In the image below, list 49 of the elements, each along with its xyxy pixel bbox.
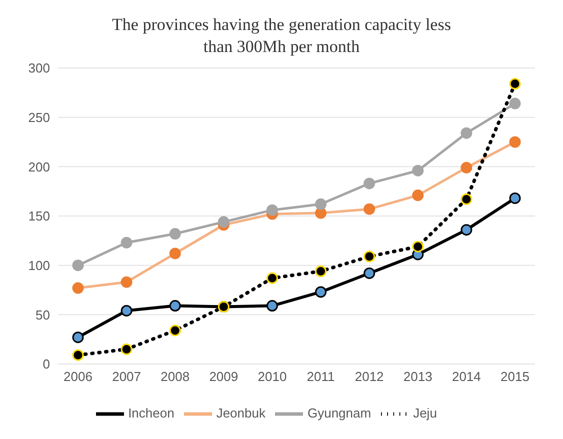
y-tick-label: 0: [42, 356, 50, 372]
legend-label: Jeonbuk: [216, 405, 266, 420]
y-tick-label: 50: [36, 307, 50, 322]
x-tick-label: 2013: [403, 369, 432, 384]
y-tick-label: 250: [28, 110, 50, 125]
point: [266, 204, 278, 216]
point: [72, 260, 84, 272]
x-tick-label: 2008: [160, 369, 190, 384]
point: [460, 224, 472, 236]
y-tick-label: 150: [28, 208, 50, 224]
y-tick-label: 300: [28, 60, 50, 76]
point: [120, 304, 132, 316]
point: [460, 127, 472, 139]
point: [72, 349, 84, 361]
point: [169, 324, 181, 336]
x-tick-label: 2007: [112, 369, 142, 384]
point: [509, 78, 521, 90]
chart-title: The provinces having the generation capacity less than 300Mh per month: [111, 14, 452, 58]
point: [509, 98, 521, 110]
point: [412, 240, 424, 252]
legend-label: Jeju: [413, 405, 437, 420]
point: [266, 272, 278, 284]
point: [72, 332, 84, 344]
point: [364, 250, 376, 262]
x-tick-label: 2012: [354, 369, 384, 384]
x-tick-label: 2015: [500, 369, 530, 384]
point: [364, 267, 376, 279]
point: [120, 236, 132, 248]
y-tick-label: 100: [28, 258, 50, 273]
point: [266, 300, 278, 312]
point: [315, 286, 327, 298]
point: [412, 164, 424, 176]
legend-label: Incheon: [128, 405, 174, 420]
x-tick-label: 2009: [209, 369, 238, 384]
point: [169, 228, 181, 240]
point: [218, 216, 230, 228]
x-tick-label: 2014: [452, 369, 481, 384]
y-tick-label: 200: [28, 159, 50, 174]
point: [120, 343, 132, 355]
point: [169, 300, 181, 312]
point: [315, 198, 327, 210]
legend-label: Gyungnam: [307, 405, 372, 420]
point: [315, 266, 327, 278]
x-tick-label: 2011: [306, 369, 335, 384]
point: [460, 193, 472, 205]
point: [509, 192, 521, 204]
x-tick-label: 2006: [64, 369, 92, 384]
x-tick-label: 2010: [258, 369, 287, 384]
point: [364, 178, 376, 190]
